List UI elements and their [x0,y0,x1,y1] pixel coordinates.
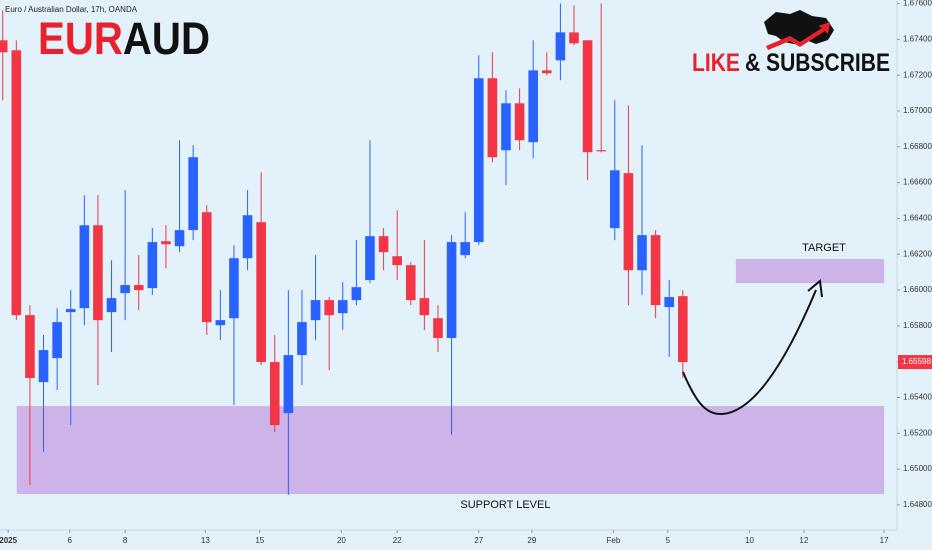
candle-body [337,300,348,314]
x-tick-label: 10 [745,536,754,545]
y-tick-label: 1.66200 [903,249,932,258]
x-tick-label: 22 [393,536,402,545]
banner-part: & SUBSCRIBE [745,49,890,77]
candle-body [188,157,198,231]
candle-body [65,309,76,313]
x-tick-label: 29 [527,536,536,545]
candle-body [106,298,117,313]
candle-body [79,225,90,309]
arrow-head [807,279,823,298]
zone-label: SUPPORT LEVEL [460,499,550,511]
candle-body [405,265,416,301]
candle-body [269,362,280,426]
candle-body [501,103,511,151]
x-tick-label: 20 [337,536,346,545]
candle-body [147,242,158,289]
y-tick-label: 1.66800 [903,142,932,151]
candle-body [25,315,35,378]
candle-body [623,173,634,271]
candle-body [610,170,620,229]
candle-body [460,242,470,256]
candle-body [11,50,22,316]
candle-body [215,320,226,326]
y-tick-label: 1.67600 [903,0,932,8]
candle-body [161,241,171,245]
x-tick-label: 13 [201,536,210,545]
candle-body [297,322,307,356]
y-tick-label: 1.67400 [903,35,932,44]
candle-body [52,322,62,359]
candle-body [324,300,334,316]
y-tick-label: 1.65800 [903,321,932,330]
candle-body [0,40,8,53]
candle-body [242,215,253,259]
x-tick-label: 27 [474,536,483,545]
x-tick-label: 12 [799,536,808,545]
x-tick-label: 15 [255,536,264,545]
title: EURAUD [38,13,210,64]
candle-body [541,70,552,74]
y-tick-label: 1.65200 [903,428,932,437]
candle-body [351,287,362,301]
candle-body [229,258,239,319]
x-tick-label: 5 [666,536,671,545]
y-tick-label: 1.66600 [903,178,932,187]
candle-body [473,78,484,243]
bull-logo [764,10,834,50]
candle-body [514,103,525,141]
y-tick-label: 1.65000 [903,464,932,473]
y-tick-label: 1.65400 [903,393,932,402]
candle-body [528,70,538,143]
candle-body [365,236,375,281]
candle-body [650,235,661,306]
y-tick-label: 1.66000 [903,285,932,294]
zone [16,406,885,495]
banner-part: LIKE [692,49,740,77]
candle-body [283,355,294,414]
title-part: AUD [123,13,210,64]
plot [0,3,885,495]
candle-body [596,150,607,152]
candle-body [133,285,144,291]
candle-body [678,296,688,363]
y-tick-label: 1.66400 [903,214,932,223]
x-tick-label: 6 [68,536,73,545]
candle-body [310,300,321,321]
candle-body [637,235,647,271]
candle-body [201,212,212,323]
candle-body [392,256,402,266]
y-tick-label: 1.64800 [903,500,932,509]
candle-body [569,32,579,44]
projection-arrow [682,289,817,416]
zone-label: TARGET [802,242,846,254]
candle-body [120,285,130,294]
candle-body [256,222,266,363]
x-tick-label: Feb [607,536,621,545]
last-price-label: 1.65598 [902,357,931,366]
banner: LIKE& SUBSCRIBE [692,49,890,77]
subtitle: Euro / Australian Dollar, 17h, OANDA [5,5,138,14]
candle-body [446,242,457,339]
zone [735,259,885,284]
x-tick-label: 17 [880,536,889,545]
x-tick-label: 2025 [0,536,18,545]
candle-body [38,350,49,383]
candle-body [378,236,389,253]
candle-body [487,78,498,158]
candle-body [555,32,566,61]
candle-body [433,318,443,339]
x-tick-label: 8 [123,536,128,545]
y-tick-label: 1.67200 [903,70,932,79]
last-price-box [898,355,932,370]
title-part: EUR [38,13,123,64]
candle-body [582,40,593,153]
candle-body [93,225,103,321]
candle-body [419,298,430,316]
candle-body [174,230,185,247]
y-tick-label: 1.67000 [903,106,932,115]
candle-body [664,297,675,308]
